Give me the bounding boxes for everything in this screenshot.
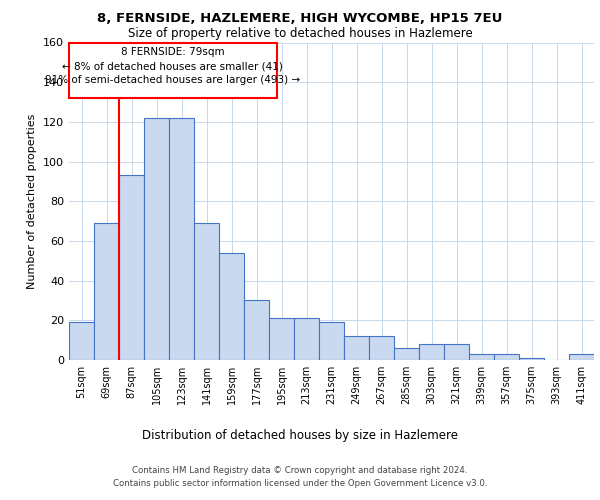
Bar: [419, 344, 444, 360]
Bar: [519, 358, 544, 360]
Y-axis label: Number of detached properties: Number of detached properties: [28, 114, 37, 289]
Bar: [69, 322, 94, 360]
FancyBboxPatch shape: [69, 42, 277, 98]
Bar: [569, 354, 594, 360]
Bar: [444, 344, 469, 360]
Bar: [119, 176, 144, 360]
Bar: [469, 354, 494, 360]
Text: 91% of semi-detached houses are larger (493) →: 91% of semi-detached houses are larger (…: [45, 75, 301, 85]
Bar: [169, 118, 194, 360]
Bar: [244, 300, 269, 360]
Text: Size of property relative to detached houses in Hazlemere: Size of property relative to detached ho…: [128, 28, 472, 40]
Text: 8 FERNSIDE: 79sqm: 8 FERNSIDE: 79sqm: [121, 48, 224, 58]
Bar: [269, 318, 294, 360]
Bar: [194, 223, 219, 360]
Text: 8, FERNSIDE, HAZLEMERE, HIGH WYCOMBE, HP15 7EU: 8, FERNSIDE, HAZLEMERE, HIGH WYCOMBE, HP…: [97, 12, 503, 26]
Bar: [144, 118, 169, 360]
Text: ← 8% of detached houses are smaller (41): ← 8% of detached houses are smaller (41): [62, 62, 283, 72]
Bar: [494, 354, 519, 360]
Bar: [94, 223, 119, 360]
Text: Distribution of detached houses by size in Hazlemere: Distribution of detached houses by size …: [142, 430, 458, 442]
Bar: [219, 253, 244, 360]
Bar: [369, 336, 394, 360]
Bar: [319, 322, 344, 360]
Text: Contains HM Land Registry data © Crown copyright and database right 2024.
Contai: Contains HM Land Registry data © Crown c…: [113, 466, 487, 487]
Bar: [344, 336, 369, 360]
Bar: [294, 318, 319, 360]
Bar: [394, 348, 419, 360]
